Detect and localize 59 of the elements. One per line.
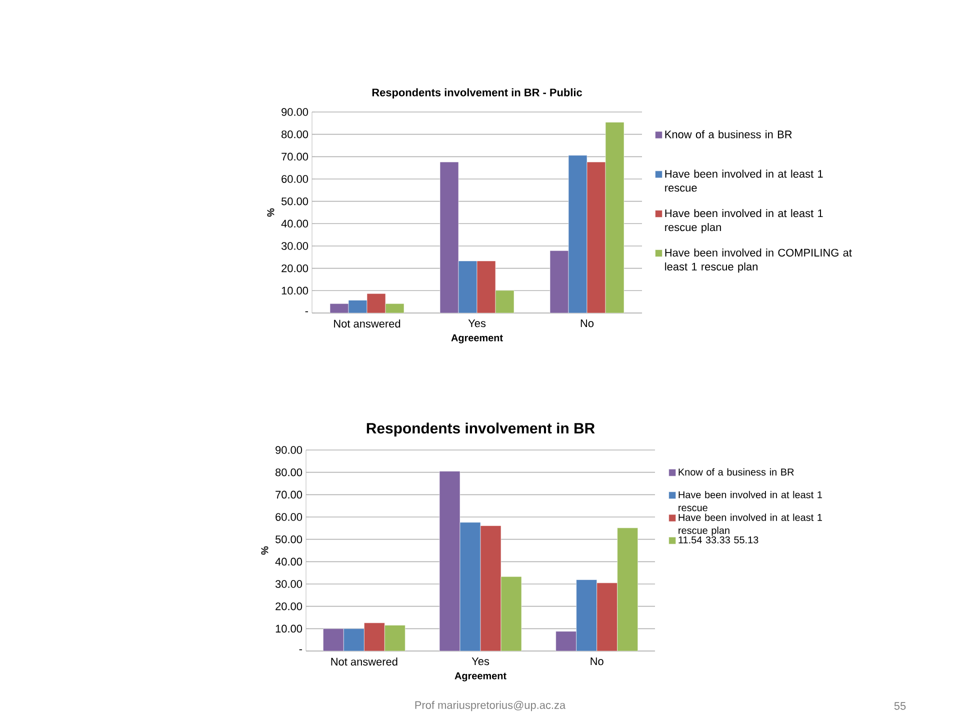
y-tick-label: 50.00 [275,535,302,544]
y-tick-label: 70.00 [282,152,308,161]
x-axis-title: Agreement [451,334,503,344]
y-tick-label: 40.00 [275,558,302,566]
chart-title: Respondents involvement in BR [366,422,595,436]
x-tick-label: No [590,658,604,666]
bar [480,526,502,651]
bar [500,576,522,651]
legend-label: Have been involved in at least 1 rescue [665,170,823,192]
bar [596,582,618,651]
y-tick-label: 80.00 [276,468,302,476]
bar [439,471,460,651]
bar [460,522,481,651]
legend-label: Know of a business in BR [678,468,794,476]
bar [440,162,459,313]
legend-label: Have been involved in at least 1 rescue [678,490,822,512]
chart-title: Respondents involvement in BR - Public [372,88,582,98]
x-tick-label: Not answered [334,320,400,328]
bar [550,250,569,313]
text: 55 [894,702,906,710]
legend-label: Have been involved in at least 1 rescue plan [678,514,822,536]
legend-label: Know of a business in BR [665,130,792,138]
y-tick-label: 30.00 [281,242,308,250]
x-tick-label: Not answered [331,658,398,666]
y-tick-label: 90.00 [276,446,302,454]
bar [364,622,385,651]
legend-label: Have been involved in COMPILING at least 1 rescue plan [665,248,852,273]
bar [556,631,576,651]
y-tick-label: 20.00 [276,602,302,610]
y-tick-label: 10.00 [282,286,308,295]
y-tick-label: 60.00 [276,513,302,521]
y-tick-label: 30.00 [275,580,302,588]
y-tick-label: - [305,311,308,312]
bar [344,628,364,651]
text: Prof mariuspretorius@up.ac.za [415,700,566,712]
bar [366,293,386,313]
bar [384,625,406,651]
y-tick-label: 10.00 [276,624,302,633]
y-axis-title: % [267,208,274,217]
bar [586,162,606,313]
y-tick-label: 60.00 [282,175,308,183]
x-tick-label: No [580,320,594,328]
y-tick-label: 90.00 [282,108,308,116]
y-axis-title: % [261,546,268,555]
legend-label: Have been involved in at least 1 rescue plan [665,209,823,234]
y-tick-label: 40.00 [281,220,308,228]
y-tick-label: 20.00 [282,264,308,272]
y-tick-label: - [299,649,302,650]
x-tick-label: Yes [468,320,486,328]
legend-label: 11.54 33.33 55.13 [678,536,758,544]
bar [617,528,638,651]
y-tick-label: 50.00 [281,197,308,206]
y-tick-label: 80.00 [282,130,308,138]
bar [323,628,344,651]
bar [476,260,496,313]
x-axis-title: Agreement [454,672,506,682]
x-tick-label: Yes [472,658,490,666]
y-tick-label: 70.00 [276,490,302,499]
bar [576,580,597,651]
